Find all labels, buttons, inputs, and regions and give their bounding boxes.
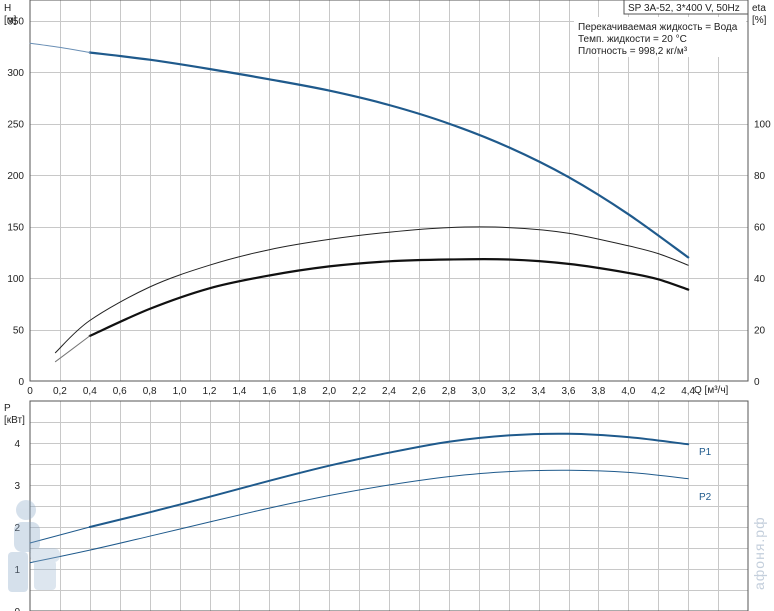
bottom-series-line-1 [29, 526, 91, 544]
bottom-plot-frame [29, 400, 749, 611]
bottom-chart-tick-labels: 0 1 2 3 4 [14, 439, 20, 611]
top-ytick-left-label: 0 [18, 377, 24, 388]
top-ytick-right-label: 60 [754, 223, 766, 234]
top-series-line-2 [54, 226, 689, 354]
top-chart-tick-labels: 0 50 100 150 200 250 300 350 0 20 40 60 80 100 0 0,2 0,4… [7, 17, 771, 397]
top-xtick-label: 2,2 [352, 386, 366, 397]
top-xtick-label: 3,2 [502, 386, 516, 397]
top-ylabel-right-1: eta [752, 3, 766, 14]
top-ylabel-right-2: [%] [752, 15, 767, 26]
top-xtick-label: 3,4 [532, 386, 546, 397]
top-xtick-label: 2,4 [382, 386, 396, 397]
top-xtick-label: 1,6 [262, 386, 276, 397]
top-ytick-left-label: 200 [7, 171, 24, 182]
bottom-ylabel-left-2: [кВт] [4, 415, 25, 426]
top-chart-grid [30, 0, 748, 381]
top-series-line-4 [54, 335, 91, 363]
top-ytick-left-label: 350 [7, 17, 24, 28]
top-ytick-left-label: 100 [7, 274, 24, 285]
annotation-bg [574, 17, 746, 57]
bottom-ytick-label: 2 [14, 523, 20, 534]
top-xtick-label: 1,0 [173, 386, 187, 397]
top-series-line-0 [88, 51, 690, 259]
bottom-ytick-label: 0 [14, 607, 20, 611]
top-ytick-left-label: 150 [7, 223, 24, 234]
top-xtick-label: 2,0 [322, 386, 336, 397]
top-chart-series [29, 42, 690, 363]
top-xtick-label: 2,8 [442, 386, 456, 397]
top-ytick-right-label: 100 [754, 120, 771, 131]
top-xtick-label: 2,6 [412, 386, 426, 397]
top-xtick-label: 0,6 [113, 386, 127, 397]
watermark-mascot-icon [8, 500, 60, 592]
top-xtick-label: 0,4 [83, 386, 97, 397]
top-ytick-right-label: 0 [754, 377, 760, 388]
top-ytick-right-label: 40 [754, 274, 766, 285]
top-xtick-label: 4,4 [681, 386, 695, 397]
series-label-p2: P2 [699, 492, 712, 503]
top-xlabel: Q [м³/ч] [694, 385, 729, 396]
bottom-series-line-0 [88, 432, 690, 528]
bottom-ytick-label: 1 [14, 565, 20, 576]
top-series-line-3 [88, 258, 690, 337]
series-label-p1: P1 [699, 447, 712, 458]
annotation-fluid: Перекачиваемая жидкость = Вода [578, 22, 738, 33]
top-ytick-left-label: 250 [7, 120, 24, 131]
watermark-text: афоня.рф [751, 516, 767, 590]
top-xtick-label: 1,2 [203, 386, 217, 397]
top-xtick-label: 4,0 [621, 386, 635, 397]
bottom-ytick-label: 3 [14, 481, 20, 492]
top-ytick-right-label: 80 [754, 171, 766, 182]
top-xtick-label: 1,4 [232, 386, 246, 397]
top-xtick-label: 0 [27, 386, 33, 397]
top-xtick-label: 3,0 [472, 386, 486, 397]
top-xtick-label: 0,8 [143, 386, 157, 397]
top-xtick-label: 4,2 [651, 386, 665, 397]
annotation-temperature: Темп. жидкости = 20 °C [578, 34, 687, 45]
top-xtick-label: 3,6 [562, 386, 576, 397]
top-plot-frame [29, 0, 749, 382]
bottom-series-line-2 [29, 469, 689, 564]
bottom-ylabel-left-1: P [4, 403, 11, 414]
bottom-chart-grid [30, 401, 748, 611]
top-xtick-label: 3,8 [591, 386, 605, 397]
annotation-density: Плотность = 998,2 кг/м³ [578, 46, 688, 57]
top-xtick-label: 0,2 [53, 386, 67, 397]
top-ytick-right-label: 20 [754, 326, 766, 337]
top-ytick-left-label: 50 [13, 326, 25, 337]
top-xtick-label: 1,8 [292, 386, 306, 397]
top-ylabel-left-2: [м] [4, 15, 17, 26]
bottom-chart-series [29, 432, 690, 564]
top-ylabel-left-1: H [4, 3, 11, 14]
chart-title: SP 3A-52, 3*400 V, 50Hz [628, 3, 740, 14]
top-series-line-1 [29, 42, 91, 53]
top-ytick-left-label: 300 [7, 68, 24, 79]
title-box [623, 0, 749, 15]
bottom-ytick-label: 4 [14, 439, 20, 450]
